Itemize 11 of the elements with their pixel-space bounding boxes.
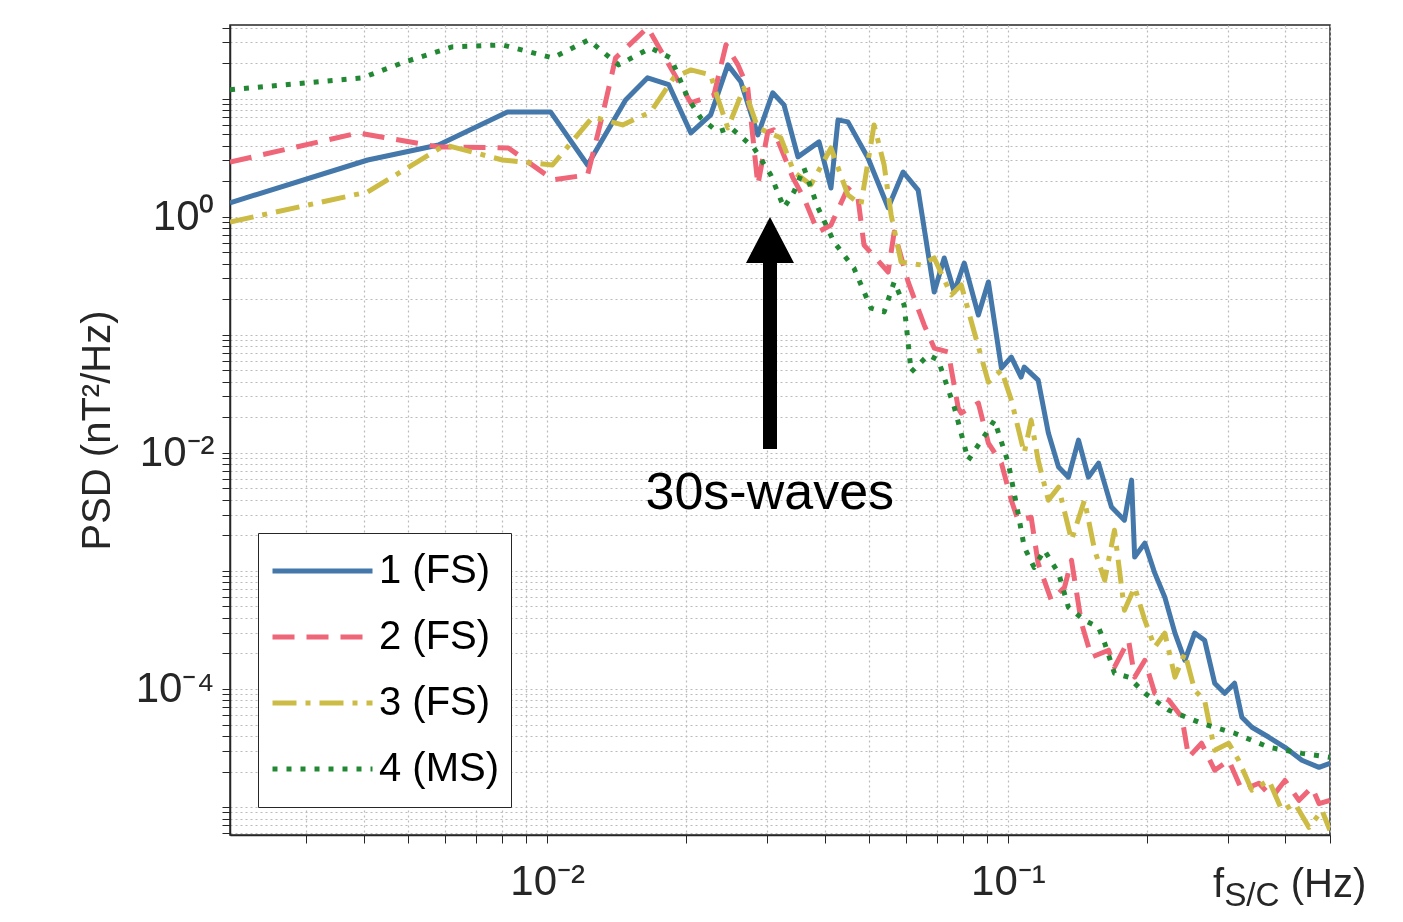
y-tick-label: 10⁻⁴ [135, 664, 215, 712]
y-tick-label: 10⁻² [139, 428, 215, 476]
legend-label: 3 (FS) [379, 679, 491, 723]
legend-label: 2 (FS) [379, 613, 491, 657]
legend-label: 4 (MS) [379, 745, 499, 789]
y-axis-title: PSD (nT²/Hz) [73, 310, 118, 551]
y-tick-label: 10⁰ [152, 192, 215, 240]
x-axis-title: f$_{S/C}$ (Hz) [1213, 861, 1367, 913]
annotation: 30s-waves [645, 462, 895, 520]
x-tick-label: 10⁻¹ [971, 856, 1046, 904]
legend-label: 1 (FS) [379, 547, 491, 591]
